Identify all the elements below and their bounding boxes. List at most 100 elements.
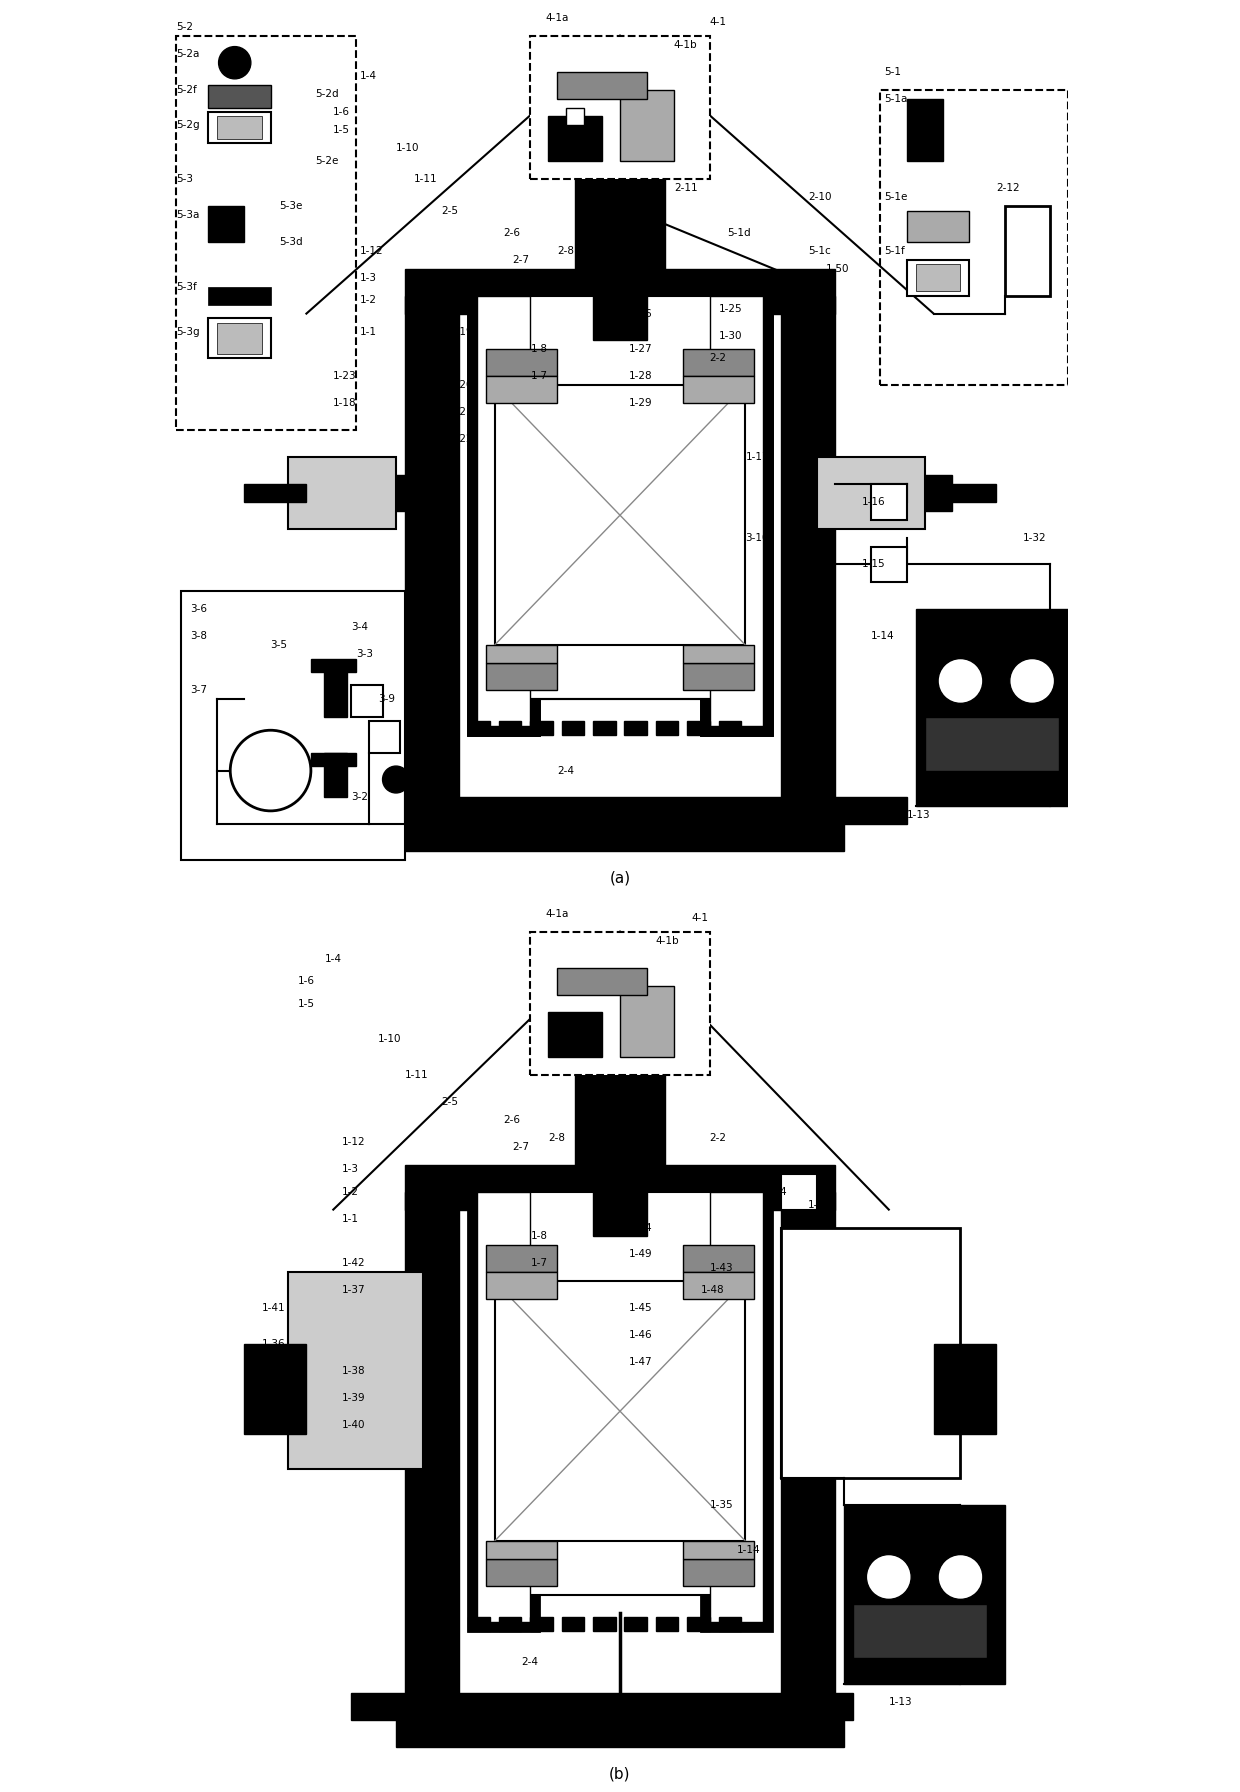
Bar xyxy=(476,1192,764,1595)
Text: 1-10: 1-10 xyxy=(396,143,419,152)
Bar xyxy=(334,797,906,824)
Text: 1-1: 1-1 xyxy=(342,1213,360,1224)
Text: 1-44: 1-44 xyxy=(629,1222,652,1233)
Bar xyxy=(683,349,754,376)
Text: 3-5: 3-5 xyxy=(270,640,288,650)
Text: 1-25: 1-25 xyxy=(718,305,743,314)
Bar xyxy=(486,645,557,663)
Text: 1-24: 1-24 xyxy=(450,305,474,314)
Bar xyxy=(244,1344,306,1434)
Bar xyxy=(781,1174,817,1210)
Bar xyxy=(701,1183,773,1631)
Text: 1-38: 1-38 xyxy=(342,1366,366,1376)
Text: 2-12: 2-12 xyxy=(996,183,1021,194)
Bar xyxy=(351,686,383,717)
Bar xyxy=(906,211,970,242)
Bar xyxy=(593,251,647,340)
Text: 1-13: 1-13 xyxy=(889,1697,913,1708)
Text: 1-19: 1-19 xyxy=(450,326,474,337)
Text: 1-7: 1-7 xyxy=(531,371,547,382)
Bar xyxy=(531,36,709,179)
Bar xyxy=(718,720,742,735)
Bar xyxy=(486,1272,557,1299)
Text: 1-29: 1-29 xyxy=(629,398,652,409)
Bar xyxy=(548,1012,603,1057)
Text: 1-11: 1-11 xyxy=(405,1070,429,1081)
Bar xyxy=(208,206,244,242)
Bar xyxy=(208,84,270,108)
Bar xyxy=(683,1245,754,1272)
Bar xyxy=(495,1281,745,1541)
Bar xyxy=(244,484,306,502)
Bar xyxy=(181,591,405,860)
Text: 2-7: 2-7 xyxy=(512,254,529,265)
Bar xyxy=(575,1057,665,1165)
Bar xyxy=(495,385,745,645)
Text: 1-2: 1-2 xyxy=(342,1186,360,1197)
Text: 1-45: 1-45 xyxy=(629,1303,652,1314)
Bar xyxy=(593,720,615,735)
Bar xyxy=(311,753,356,767)
Text: 1-12: 1-12 xyxy=(360,246,384,256)
Text: 1-1: 1-1 xyxy=(360,326,377,337)
Circle shape xyxy=(383,767,409,792)
Text: 2-5: 2-5 xyxy=(440,1097,458,1107)
Bar xyxy=(217,116,262,138)
Text: 1-13: 1-13 xyxy=(906,810,930,821)
Bar xyxy=(325,663,347,717)
Bar xyxy=(683,1559,754,1586)
Text: 2-2: 2-2 xyxy=(709,353,727,364)
Text: 1-23: 1-23 xyxy=(334,371,357,382)
Text: 5-1c: 5-1c xyxy=(808,246,831,256)
Text: 5-3: 5-3 xyxy=(176,174,193,185)
Text: 2-10: 2-10 xyxy=(808,192,832,202)
Text: 5-2: 5-2 xyxy=(176,22,193,32)
Text: 1-50: 1-50 xyxy=(826,263,849,274)
Text: 1-42: 1-42 xyxy=(342,1258,366,1269)
Text: 1-8: 1-8 xyxy=(531,1231,547,1242)
Circle shape xyxy=(231,729,311,810)
Bar xyxy=(683,376,754,403)
Text: 2-9: 2-9 xyxy=(584,219,601,229)
Text: 5-3f: 5-3f xyxy=(176,281,197,292)
Bar xyxy=(683,645,754,663)
Text: 3-9: 3-9 xyxy=(378,694,396,704)
Text: 5-1f: 5-1f xyxy=(884,246,905,256)
Bar xyxy=(208,111,270,143)
Bar xyxy=(718,1616,742,1631)
Text: 5-2d: 5-2d xyxy=(315,90,339,99)
Bar xyxy=(656,720,678,735)
Bar xyxy=(701,287,773,735)
Text: 1-15: 1-15 xyxy=(862,559,885,570)
Bar xyxy=(593,1147,647,1236)
Bar xyxy=(625,1616,647,1631)
Bar xyxy=(817,1272,951,1469)
Circle shape xyxy=(939,1554,983,1598)
Bar xyxy=(351,1693,853,1720)
Text: 1-31: 1-31 xyxy=(692,281,715,292)
Bar xyxy=(476,1192,531,1622)
Text: 2-5: 2-5 xyxy=(440,206,458,215)
Bar xyxy=(405,269,835,314)
Text: 3-7: 3-7 xyxy=(190,685,207,695)
Bar xyxy=(915,263,961,290)
Bar xyxy=(817,457,925,529)
Bar xyxy=(906,260,970,296)
Text: 1-8: 1-8 xyxy=(531,344,547,355)
Circle shape xyxy=(867,1554,911,1598)
Text: 5-1a: 5-1a xyxy=(884,93,908,104)
Text: 5-2f: 5-2f xyxy=(176,84,197,95)
Text: 5-2a: 5-2a xyxy=(176,48,200,59)
Text: 1-47: 1-47 xyxy=(629,1357,652,1367)
Bar xyxy=(683,1272,754,1299)
Bar xyxy=(467,1616,490,1631)
Text: 3-1: 3-1 xyxy=(557,824,574,833)
Text: 2-3: 2-3 xyxy=(467,1720,485,1729)
Bar xyxy=(486,1541,557,1559)
Bar xyxy=(620,90,673,161)
Bar xyxy=(396,821,844,851)
Text: 3-4: 3-4 xyxy=(351,622,368,633)
Text: 2-8: 2-8 xyxy=(557,246,574,256)
Text: 3-2: 3-2 xyxy=(351,792,368,803)
Text: 1-5: 1-5 xyxy=(334,125,350,134)
